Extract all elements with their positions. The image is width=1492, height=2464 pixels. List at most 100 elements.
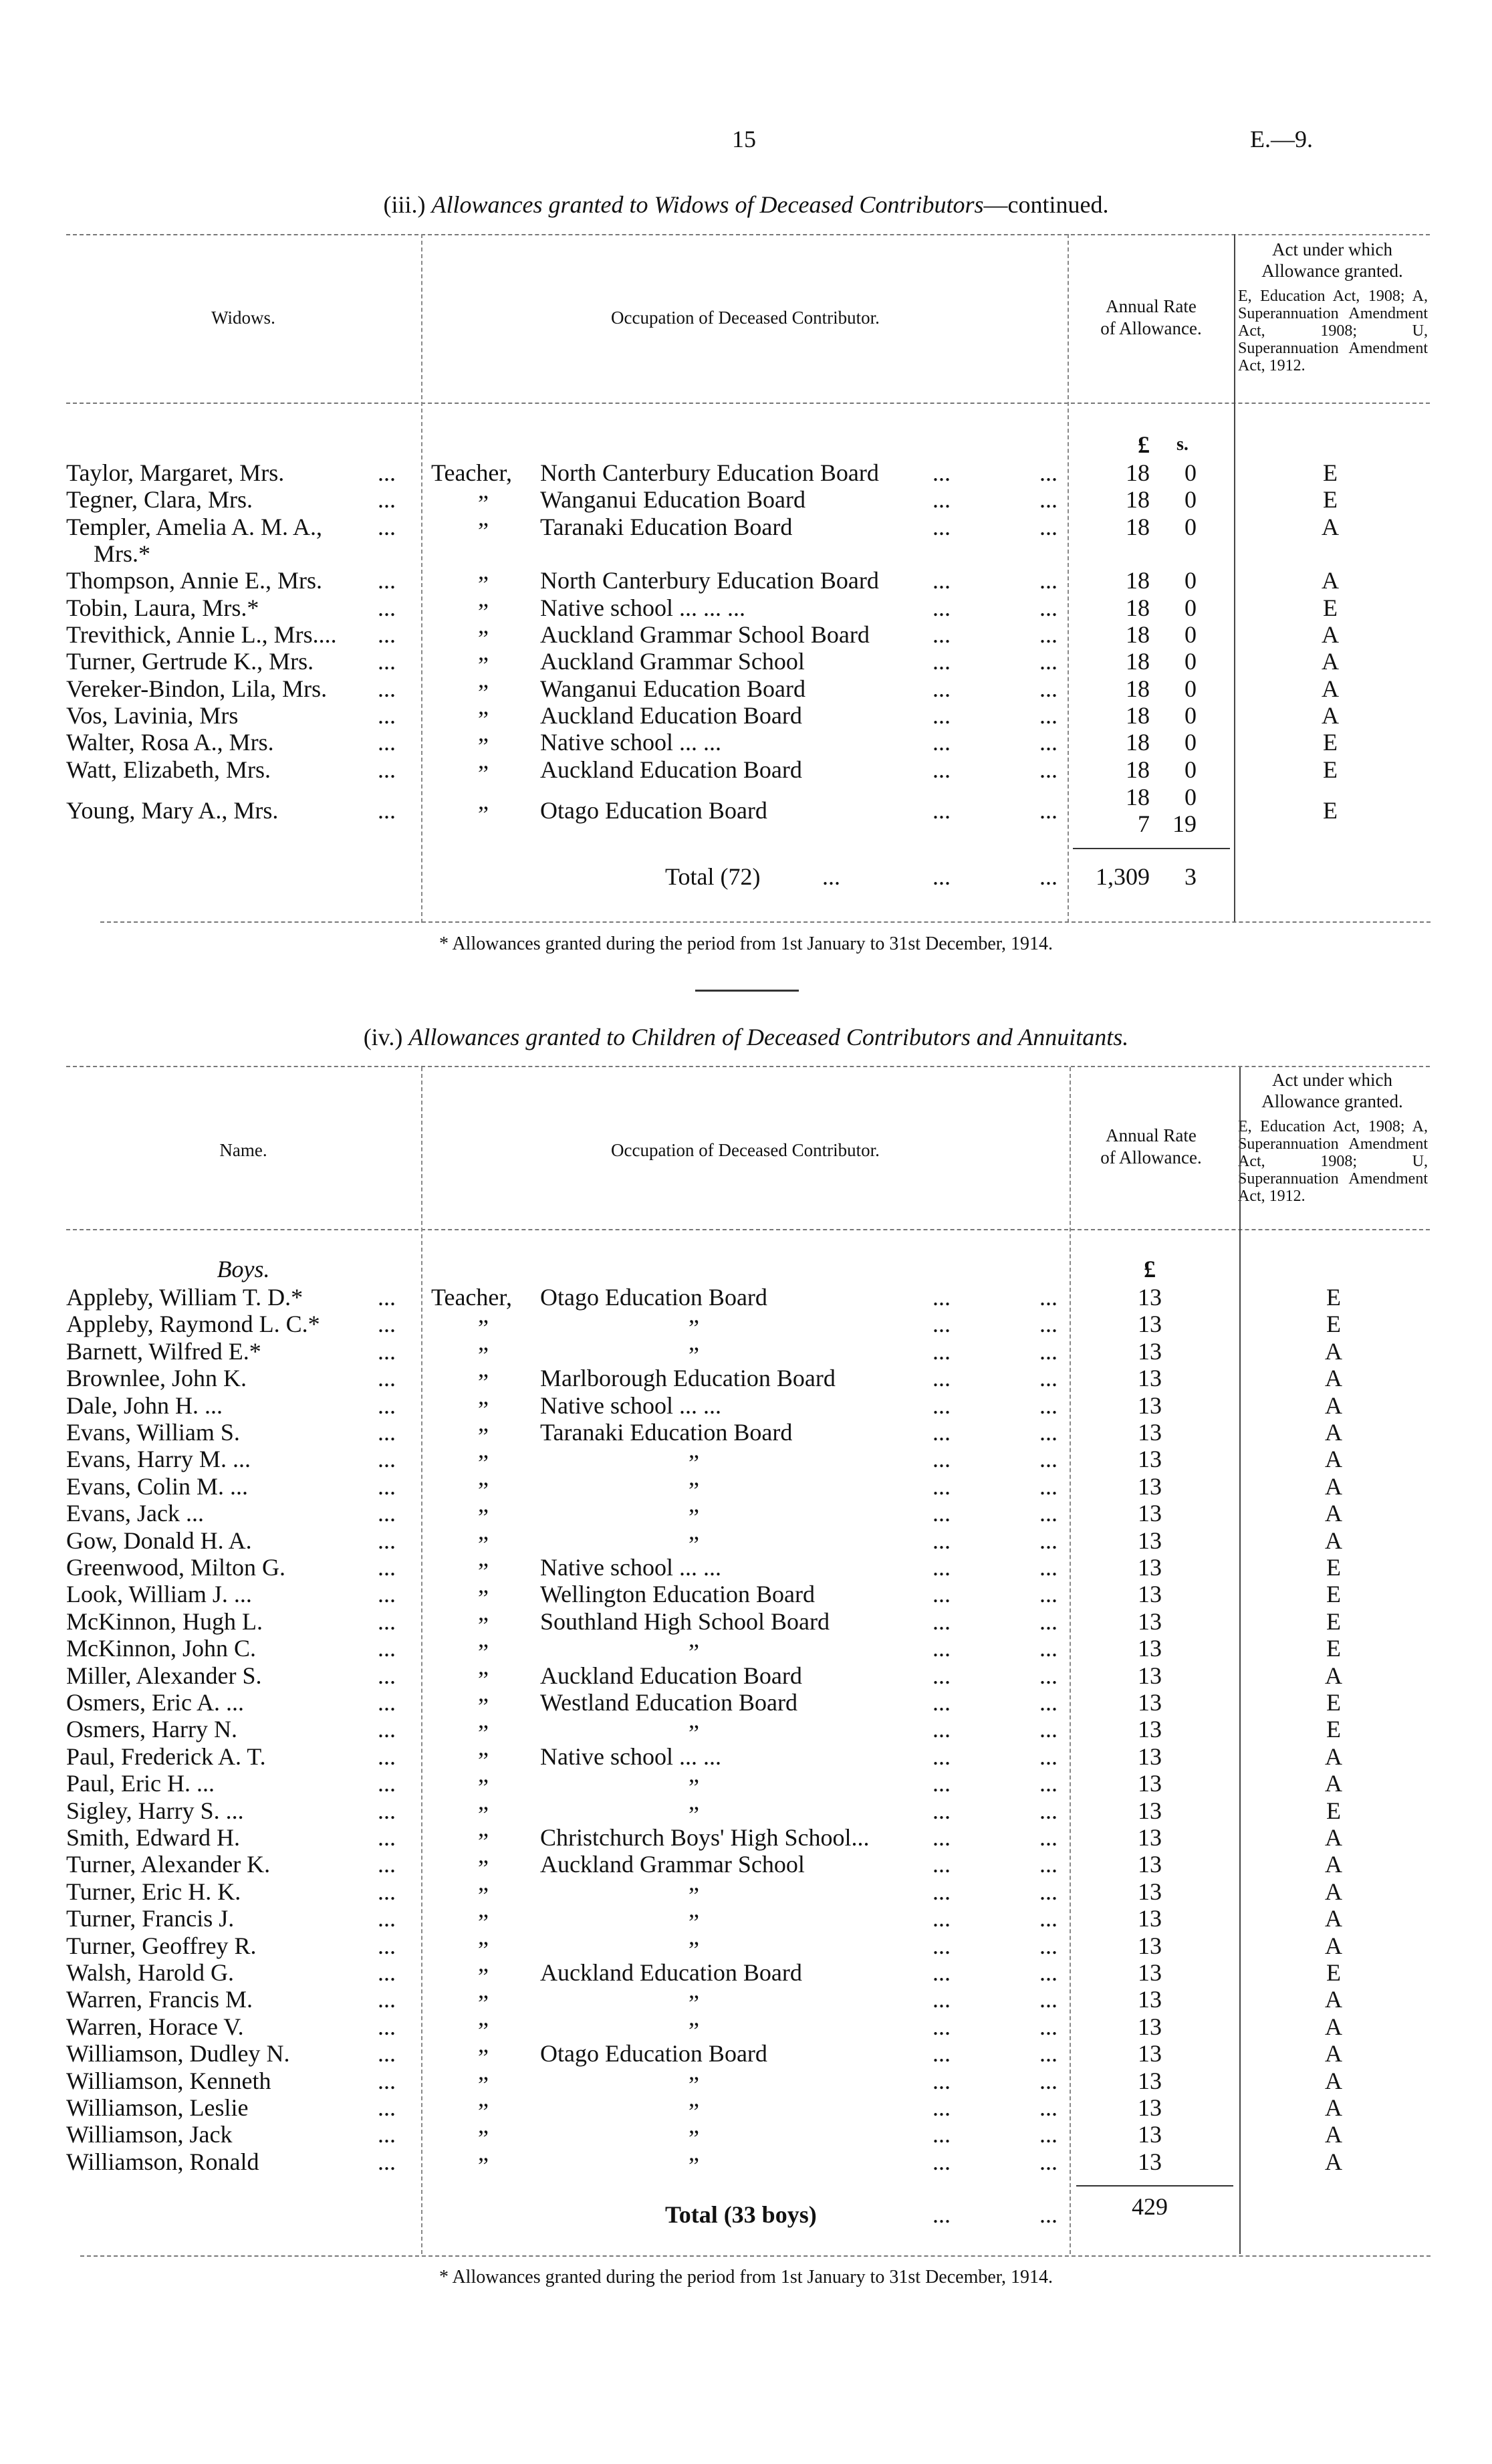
row-pounds: 18 xyxy=(1126,675,1150,702)
row-pounds: 13 xyxy=(1138,2094,1162,2121)
row-name: Thompson, Annie E., Mrs. xyxy=(66,567,322,594)
row-name: Trevithick, Annie L., Mrs.... xyxy=(66,621,337,648)
ditto-mark: ” xyxy=(478,1693,489,1720)
leader: ... xyxy=(1039,594,1058,621)
leader: ... xyxy=(1039,2121,1058,2148)
ditto-mark: ” xyxy=(478,1531,489,1558)
row-occupation: Auckland Education Board xyxy=(540,1959,802,1986)
row-act: E xyxy=(1323,756,1338,783)
section-separator xyxy=(695,990,799,992)
leader: ... xyxy=(378,594,396,621)
row-act: E xyxy=(1326,1635,1341,1662)
row-act: A xyxy=(1322,567,1339,594)
children-top-rule xyxy=(66,1066,1430,1067)
widows-total-rule xyxy=(1073,848,1230,849)
row-act: A xyxy=(1325,2121,1342,2148)
row-pounds: 18 xyxy=(1126,702,1150,729)
leader: ... xyxy=(378,1284,396,1311)
children-footnote: * Allowances granted during the period f… xyxy=(439,2267,1053,2287)
row-name: McKinnon, Hugh L. xyxy=(66,1608,263,1635)
ditto-mark: ” xyxy=(478,490,489,517)
leader: ... xyxy=(932,2013,951,2040)
leader: ... xyxy=(1039,1851,1058,1878)
row-occupation: Marlborough Education Board xyxy=(540,1365,836,1391)
row-pounds: 13 xyxy=(1138,1392,1162,1419)
row-name: Paul, Frederick A. T. xyxy=(66,1743,266,1770)
row-name: McKinnon, John C. xyxy=(66,1635,257,1662)
row-pounds: 18 xyxy=(1126,459,1150,486)
leader: ... xyxy=(1039,1419,1058,1446)
ditto-mark: ” xyxy=(478,2125,489,2152)
leader: ... xyxy=(378,2121,396,2148)
row-name: Watt, Elizabeth, Mrs. xyxy=(66,756,271,783)
row-name: Evans, Colin M. ... xyxy=(66,1473,249,1500)
row-act: E xyxy=(1323,797,1338,824)
row-name: Sigley, Harry S. ... xyxy=(66,1797,244,1824)
leader: ... xyxy=(932,1284,951,1311)
page-number: 15 xyxy=(732,126,756,152)
children-title-prefix: (iv.) xyxy=(363,1024,403,1050)
row-occupation: Native school ... ... xyxy=(540,1743,721,1770)
row-name: Turner, Geoffrey R. xyxy=(66,1932,257,1959)
ditto-mark: ” xyxy=(478,1423,489,1450)
row-name: Warren, Francis M. xyxy=(66,1986,253,2013)
row-name: Look, William J. ... xyxy=(66,1581,252,1607)
widows-header-name: Widows. xyxy=(211,308,275,328)
leader: ... xyxy=(1039,1689,1058,1716)
leader: ... xyxy=(932,514,951,540)
ditto-mark: ” xyxy=(689,2017,699,2044)
row-occupation: Auckland Education Board xyxy=(540,1662,802,1689)
row-name: Warren, Horace V. xyxy=(66,2013,244,2040)
children-unit-pounds: £ xyxy=(1144,1256,1156,1282)
ditto-mark: ” xyxy=(689,1909,699,1936)
row-pounds: 13 xyxy=(1138,1446,1162,1472)
ditto-mark: ” xyxy=(478,733,489,760)
leader: ... xyxy=(378,1365,396,1391)
leader: ... xyxy=(378,702,396,729)
row-shillings: 0 xyxy=(1185,729,1197,756)
row-act: A xyxy=(1325,1392,1342,1419)
row-pounds: 13 xyxy=(1138,1689,1162,1716)
document-code: E.—9. xyxy=(1250,126,1313,152)
row-act: A xyxy=(1322,648,1339,675)
leader: ... xyxy=(378,1446,396,1472)
widows-col-divider xyxy=(1068,234,1069,923)
row-name: Evans, Harry M. ... xyxy=(66,1446,251,1472)
ditto-mark: ” xyxy=(478,1774,489,1801)
leader: ... xyxy=(1039,1311,1058,1337)
ditto-mark: ” xyxy=(689,1342,699,1369)
leader: ... xyxy=(1039,1500,1058,1527)
children-total-label: Total (33 boys) xyxy=(665,2201,817,2228)
leader: ... xyxy=(822,863,840,890)
leader: ... xyxy=(932,1716,951,1743)
leader: ... xyxy=(1039,1932,1058,1959)
leader: ... xyxy=(1039,1824,1058,1851)
ditto-mark: ” xyxy=(689,2071,699,2098)
leader: ... xyxy=(378,2040,396,2067)
row-act: E xyxy=(1323,459,1338,486)
row-occupation: Westland Education Board xyxy=(540,1689,797,1716)
widows-header-rate-2: of Allowance. xyxy=(1100,318,1202,338)
leader: ... xyxy=(932,1635,951,1662)
row-pounds: 13 xyxy=(1138,1419,1162,1446)
leader: ... xyxy=(378,1581,396,1607)
row-pounds-2: 7 xyxy=(1138,810,1150,837)
leader: ... xyxy=(1039,729,1058,756)
row-shillings: 0 xyxy=(1185,567,1197,594)
leader: ... xyxy=(932,1527,951,1554)
leader: ... xyxy=(1039,756,1058,783)
leader: ... xyxy=(378,459,396,486)
leader: ... xyxy=(932,1905,951,1932)
row-occupation: Wanganui Education Board xyxy=(540,675,805,702)
ditto-mark: ” xyxy=(478,2098,489,2125)
row-occupation: Taranaki Education Board xyxy=(540,1419,793,1446)
leader: ... xyxy=(1039,1635,1058,1662)
leader: ... xyxy=(378,1473,396,1500)
children-header-rule xyxy=(66,1229,1430,1230)
ditto-mark: ” xyxy=(478,2017,489,2044)
row-act: A xyxy=(1325,2094,1342,2121)
row-pounds: 13 xyxy=(1138,1743,1162,1770)
row-pounds: 13 xyxy=(1138,1662,1162,1689)
row-act: A xyxy=(1325,2148,1342,2175)
leader: ... xyxy=(932,594,951,621)
